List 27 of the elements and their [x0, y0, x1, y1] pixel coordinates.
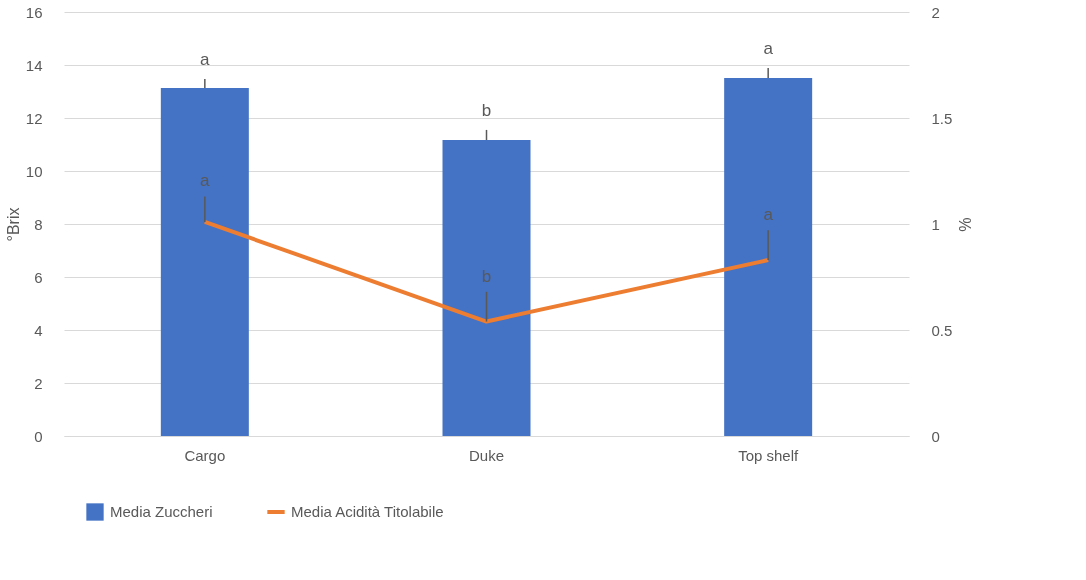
y-tick-label: 6 — [34, 268, 43, 286]
y-tick-label: 4 — [34, 321, 43, 339]
y2-tick-label: 1.5 — [931, 109, 953, 127]
y-tick-label: 14 — [25, 56, 43, 74]
x-tick-label: Duke — [468, 446, 505, 464]
y-tick-label: 16 — [25, 3, 43, 21]
y2-tick-label: 0 — [931, 427, 940, 445]
y2-tick-label: 0.5 — [931, 321, 953, 339]
y-tick-label: 8 — [34, 215, 43, 233]
y-tick-label: 10 — [25, 162, 43, 180]
y2-axis-title: % — [956, 217, 974, 232]
annotation: b — [481, 100, 492, 120]
y-tick-label: 12 — [25, 109, 43, 127]
x-tick-label: Top shelf — [738, 446, 800, 464]
legend-label: Media Acidità Titolabile — [291, 503, 444, 520]
legend-label: Media Zuccheri — [110, 503, 213, 520]
y2-tick-label: 1 — [931, 215, 940, 233]
annotation: b — [481, 266, 492, 286]
annotation: a — [763, 38, 774, 58]
y2-tick-label: 2 — [931, 3, 940, 21]
y-axis-title: °Brix — [4, 207, 22, 242]
x-tick-label: Cargo — [184, 446, 226, 464]
annotation: a — [200, 171, 211, 191]
annotation: a — [763, 205, 774, 225]
annotation: a — [200, 50, 211, 70]
y-tick-label: 2 — [34, 374, 43, 392]
y-tick-label: 0 — [34, 427, 43, 445]
